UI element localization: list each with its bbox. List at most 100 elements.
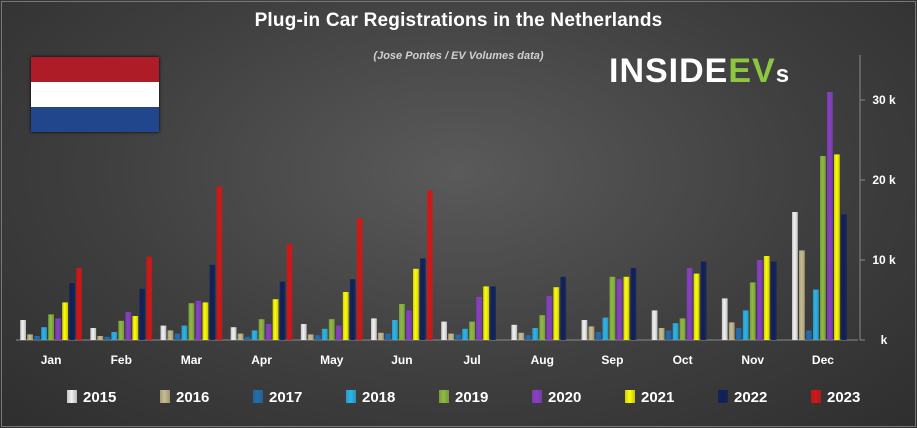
insideevs-logo: INSIDEEVs <box>609 52 791 90</box>
bar-2020-may <box>335 325 342 340</box>
bar-2015-nov <box>721 298 728 340</box>
x-tick-label: Jun <box>391 353 412 367</box>
bar-2015-mar <box>160 325 167 340</box>
x-tick-label: Apr <box>251 353 272 367</box>
bar-2016-oct <box>658 328 665 340</box>
bar-2017-sep <box>595 332 602 340</box>
bar-2021-dec <box>834 154 840 340</box>
legend-label-2018: 2018 <box>362 389 395 406</box>
bar-2018-nov <box>742 310 749 340</box>
bar-2019-mar <box>188 303 195 340</box>
bar-2016-feb <box>97 336 104 340</box>
bar-2018-dec <box>813 289 819 340</box>
bar-2019-oct <box>679 318 686 340</box>
bar-2022-feb <box>139 288 146 340</box>
bar-2021-jan <box>62 302 68 340</box>
bar-2021-nov <box>763 256 770 340</box>
bar-2017-jun <box>385 333 391 340</box>
bar-2017-oct <box>665 330 672 340</box>
bar-2022-mar <box>209 264 216 340</box>
bar-2023-jan <box>76 268 82 340</box>
bar-2020-jun <box>406 310 412 340</box>
chart-title: Plug-in Car Registrations in the Netherl… <box>254 10 663 31</box>
legend-label-2023: 2023 <box>827 389 860 406</box>
bar-2020-jan <box>55 318 61 340</box>
bar-2015-sep <box>581 320 588 340</box>
bar-2023-mar <box>216 186 223 340</box>
bar-2020-feb <box>125 312 132 340</box>
bar-2020-oct <box>686 268 693 340</box>
bar-2022-dec <box>841 214 847 340</box>
bar-2016-aug <box>518 332 525 340</box>
bar-2016-nov <box>728 322 735 340</box>
bar-2019-jan <box>48 314 54 340</box>
bar-2022-jul <box>490 286 496 340</box>
x-tick-label: Jul <box>463 353 480 367</box>
bar-2019-nov <box>749 282 756 340</box>
bar-2017-dec <box>806 330 812 340</box>
bar-2021-apr <box>272 299 279 340</box>
x-tick-label: Jan <box>41 353 62 367</box>
bar-2015-oct <box>651 310 658 340</box>
x-tick-label: Sep <box>601 353 623 367</box>
x-tick-label: Mar <box>181 353 203 367</box>
bar-2017-jan <box>34 336 40 340</box>
bar-2015-jul <box>441 321 447 340</box>
legend-swatch-2023 <box>811 390 821 403</box>
bar-2021-feb <box>132 316 139 340</box>
bar-2020-dec <box>827 92 833 340</box>
x-tick-label: Feb <box>111 353 132 367</box>
bar-2022-nov <box>770 261 777 340</box>
bar-2018-feb <box>111 332 118 340</box>
bar-2019-dec <box>820 156 826 340</box>
bar-2020-sep <box>616 279 623 340</box>
bar-2018-jan <box>41 327 47 340</box>
bar-2022-apr <box>279 281 286 340</box>
legend-label-2021: 2021 <box>641 389 674 406</box>
bar-2019-jul <box>469 321 475 340</box>
bar-2022-aug <box>560 276 567 340</box>
legend-label-2022: 2022 <box>734 389 767 406</box>
bar-2020-nov <box>756 260 763 340</box>
bar-2023-apr <box>286 244 293 340</box>
bar-2017-apr <box>244 336 251 340</box>
netherlands-flag-icon <box>31 57 159 132</box>
bar-2019-aug <box>539 315 546 340</box>
bar-2016-may <box>307 334 314 340</box>
legend-label-2017: 2017 <box>269 389 302 406</box>
bar-2015-may <box>300 324 307 340</box>
bar-2017-may <box>314 335 321 340</box>
bar-2019-may <box>328 319 335 340</box>
bar-2021-aug <box>553 287 560 340</box>
bar-2018-jul <box>462 328 468 340</box>
bar-2018-aug <box>532 328 539 340</box>
bar-2017-nov <box>735 328 742 340</box>
bar-2016-apr <box>237 333 244 340</box>
legend-swatch-2019 <box>439 390 449 403</box>
bar-2022-oct <box>700 261 707 340</box>
bar-2015-jan <box>20 320 26 340</box>
bar-2018-may <box>321 328 328 340</box>
bar-2018-oct <box>672 323 679 340</box>
bar-2022-jan <box>69 283 75 340</box>
bar-2018-jun <box>392 320 398 340</box>
legend-swatch-2021 <box>625 390 635 403</box>
bar-2021-mar <box>202 302 209 340</box>
x-tick-label: Aug <box>531 353 554 367</box>
bar-2022-may <box>349 279 356 340</box>
bar-2016-jun <box>378 332 384 340</box>
bar-2017-aug <box>525 335 532 340</box>
bar-2015-aug <box>511 324 518 340</box>
bar-2023-may <box>356 218 363 340</box>
bar-2015-feb <box>90 328 97 340</box>
bar-2020-aug <box>546 296 553 340</box>
bar-2018-sep <box>602 317 609 340</box>
bar-2016-mar <box>167 330 174 340</box>
bar-2019-jun <box>399 304 405 340</box>
bar-2018-mar <box>181 325 188 340</box>
bar-2019-feb <box>118 320 125 340</box>
y-tick-label: 20 k <box>872 173 896 187</box>
bar-2021-jul <box>483 286 489 340</box>
